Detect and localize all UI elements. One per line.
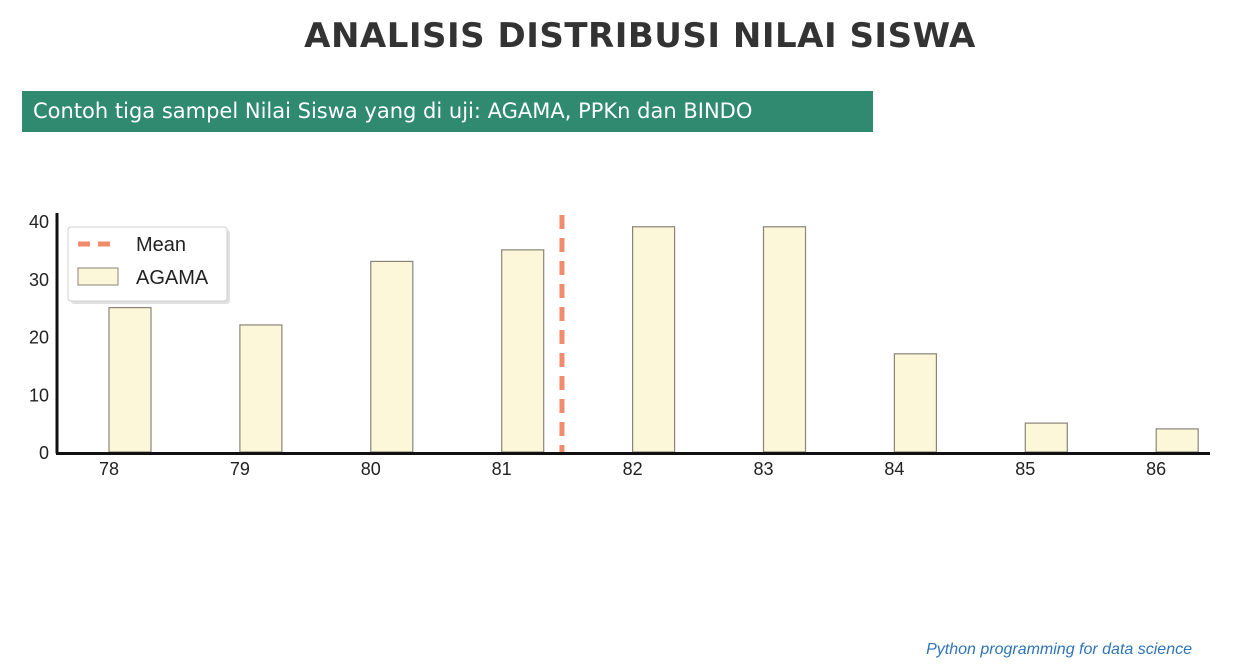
x-tick-label-79: 79 [230,459,250,479]
bar-86 [1155,428,1199,453]
x-tick-label-85: 85 [1015,459,1035,479]
footer-caption: Python programming for data science [926,641,1192,658]
legend-mean-label: Mean [136,234,186,256]
x-tick-label-81: 81 [492,459,512,479]
legend-agama-swatch [77,267,119,286]
bar-79 [239,324,283,453]
bar-group [108,226,1199,453]
x-tick-label-84: 84 [884,459,904,479]
page-title: ANALISIS DISTRIBUSI NILAI SISWA [304,16,976,56]
bar-82 [631,226,676,453]
axes: 0 10 20 30 40 78 79 80 81 82 83 84 85 86 [29,212,1210,479]
x-tick-label-78: 78 [99,459,119,479]
y-tick-label-10: 10 [29,385,49,405]
bar-80 [370,260,414,453]
bar-78 [108,307,152,453]
bar-84 [893,353,938,453]
y-tick-label-0: 0 [39,443,49,463]
x-tick-label-80: 80 [361,459,381,479]
y-tick-label-40: 40 [29,212,49,232]
x-tick-label-86: 86 [1146,459,1166,479]
y-tick-label-30: 30 [29,270,49,290]
bar-81 [501,249,545,453]
x-tick-label-82: 82 [623,459,643,479]
bar-83 [762,226,807,453]
legend: Mean AGAMA [67,226,230,304]
legend-agama-label: AGAMA [136,267,209,289]
y-tick-label-20: 20 [29,328,49,348]
subtitle-banner: Contoh tiga sampel Nilai Siswa yang di u… [22,91,873,132]
x-tick-label-83: 83 [753,459,773,479]
bar-85 [1024,422,1068,453]
